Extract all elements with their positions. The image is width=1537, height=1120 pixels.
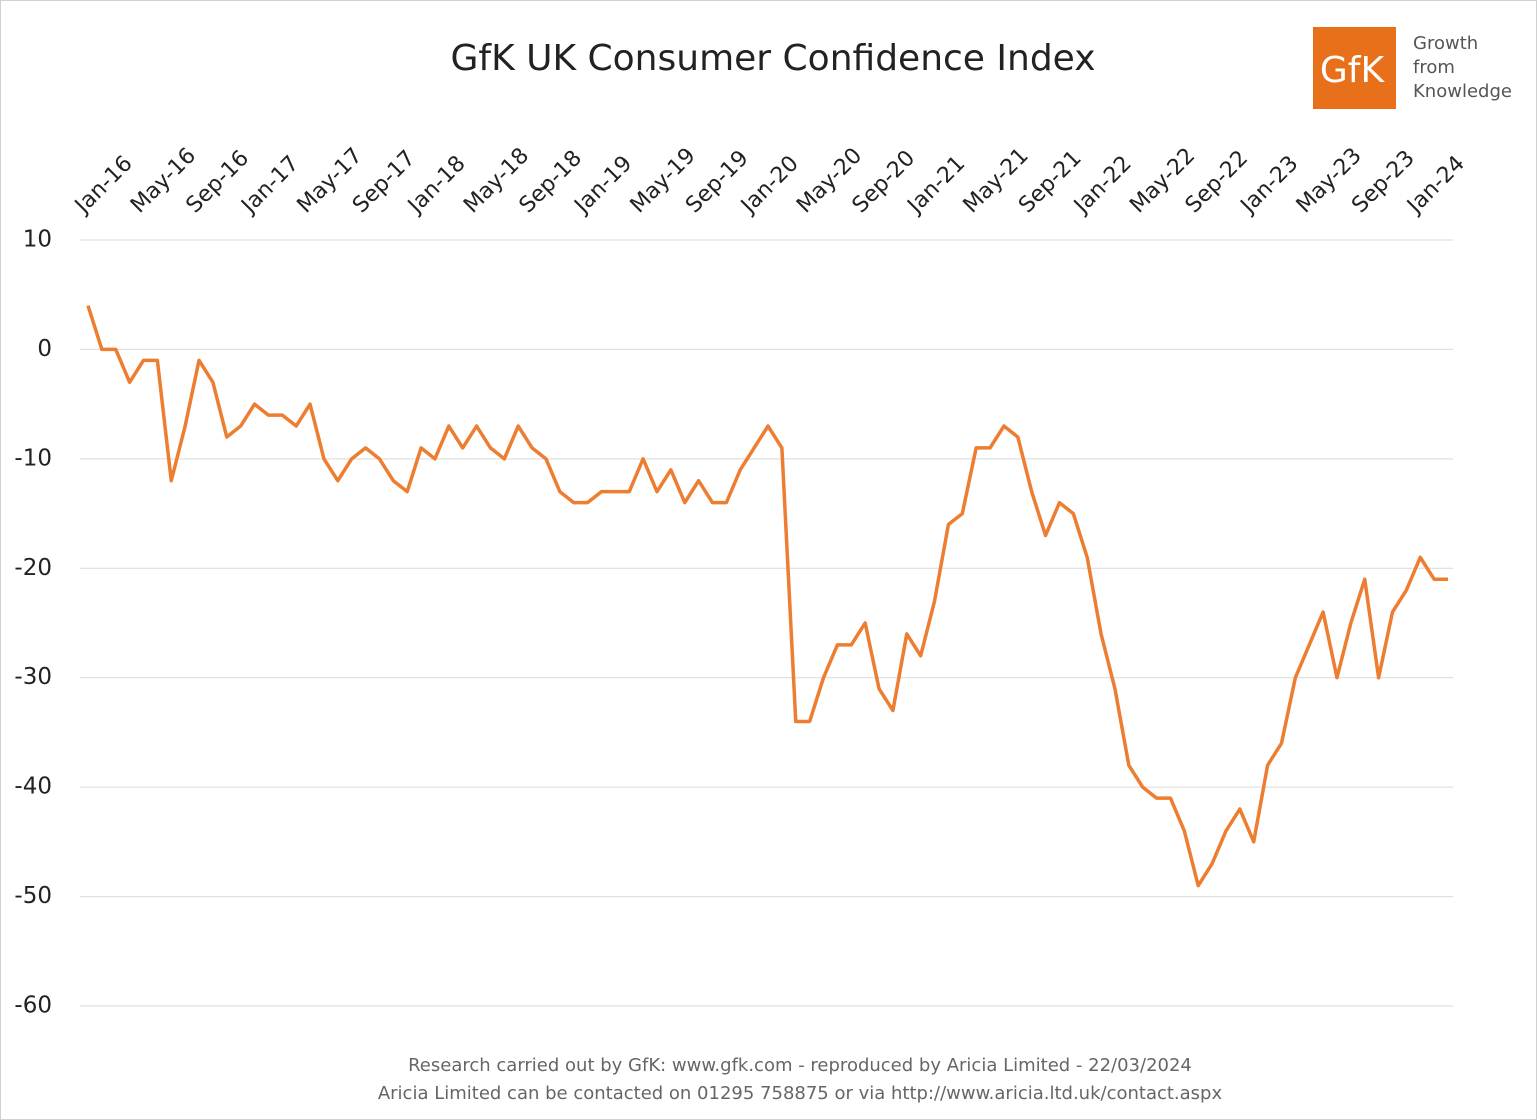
footnote: Research carried out by GfK: www.gfk.com…	[408, 1055, 1192, 1076]
chart-title: GfK UK Consumer Confidence Index	[451, 38, 1096, 79]
logo-text: from	[1413, 57, 1455, 78]
y-tick-label: 0	[37, 336, 52, 362]
data-line	[86, 305, 1448, 888]
y-tick-label: -50	[14, 883, 52, 909]
y-tick-label: -20	[14, 555, 52, 581]
y-tick-label: -40	[14, 774, 52, 800]
logo-text: Knowledge	[1413, 81, 1512, 102]
y-tick-label: -30	[14, 664, 52, 690]
footnote: Aricia Limited can be contacted on 01295…	[378, 1083, 1223, 1104]
y-tick-label: 10	[23, 227, 52, 253]
logo-box	[1313, 27, 1396, 109]
y-tick-label: -60	[14, 993, 52, 1019]
logo-mark: GfK	[1320, 50, 1386, 91]
logo-text: Growth	[1413, 33, 1478, 54]
y-tick-label: -10	[14, 445, 52, 471]
